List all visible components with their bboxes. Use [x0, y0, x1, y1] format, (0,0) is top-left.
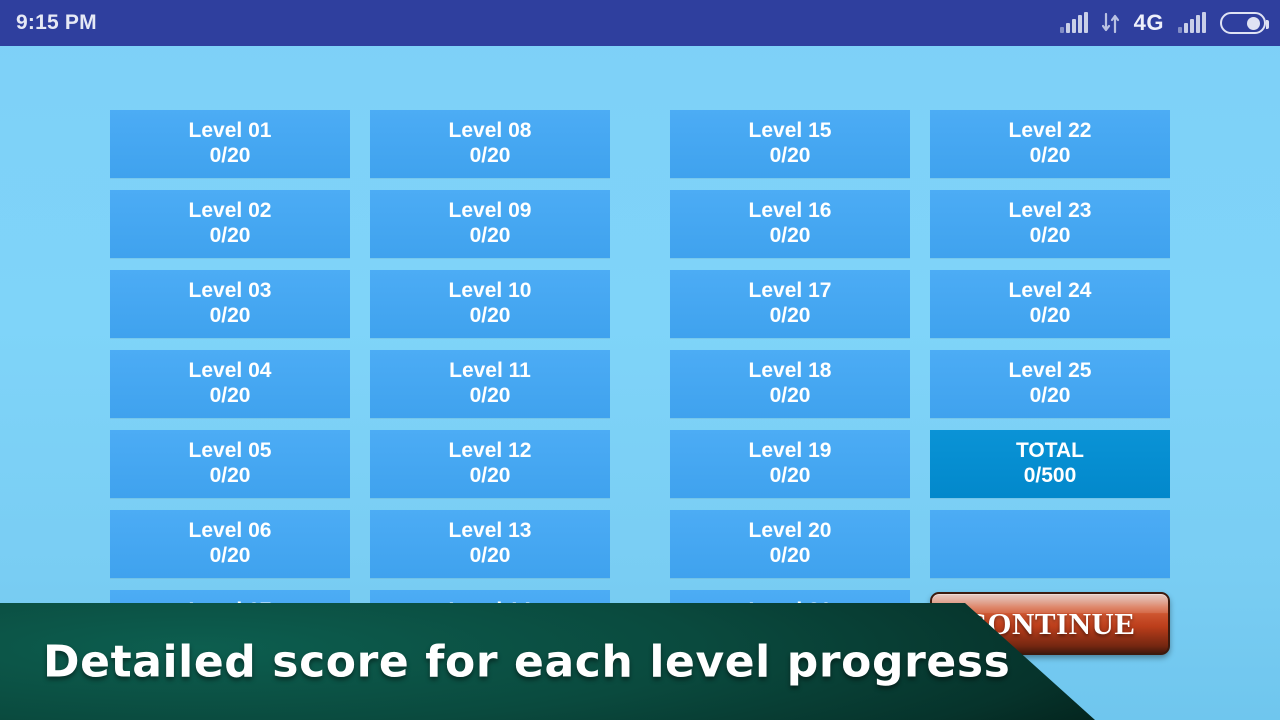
- level-tile[interactable]: Level 17 0/20: [670, 270, 910, 338]
- level-tile-score: 0/20: [469, 544, 511, 567]
- promo-banner-text: Detailed score for each level progress: [43, 636, 1011, 687]
- level-tile[interactable]: Level 02 0/20: [110, 190, 350, 258]
- level-tile-label: Level 08: [448, 119, 532, 143]
- level-tile-label: TOTAL: [1015, 439, 1085, 463]
- level-tile-label: Level 10: [448, 279, 532, 303]
- level-tile[interactable]: Level 19 0/20: [670, 430, 910, 498]
- level-tile[interactable]: Level 09 0/20: [370, 190, 610, 258]
- level-tile-score: 0/20: [469, 464, 511, 487]
- level-tile[interactable]: Level 04 0/20: [110, 350, 350, 418]
- level-tile-score: 0/20: [769, 544, 811, 567]
- status-bar-icons: 4G: [1059, 10, 1269, 36]
- level-tile[interactable]: Level 16 0/20: [670, 190, 910, 258]
- level-tile-label: Level 01: [188, 119, 272, 143]
- level-tile-score: 0/20: [209, 144, 251, 167]
- network-type-label: 4G: [1133, 10, 1164, 35]
- level-tile-label: Level 25: [1008, 359, 1092, 383]
- level-tile-score: 0/20: [769, 464, 811, 487]
- level-tile-score: 0/20: [209, 544, 251, 567]
- level-tile[interactable]: Level 03 0/20: [110, 270, 350, 338]
- level-tile[interactable]: Level 08 0/20: [370, 110, 610, 178]
- data-transfer-icon: [1101, 12, 1120, 34]
- level-tile[interactable]: Level 01 0/20: [110, 110, 350, 178]
- level-tile[interactable]: Level 15 0/20: [670, 110, 910, 178]
- level-tile-score: 0/20: [209, 384, 251, 407]
- level-tile[interactable]: Level 11 0/20: [370, 350, 610, 418]
- level-tile-score: 0/20: [469, 224, 511, 247]
- level-tile[interactable]: Level 25 0/20: [930, 350, 1170, 418]
- level-tile-label: Level 24: [1008, 279, 1092, 303]
- level-tile-label: Level 05: [188, 439, 272, 463]
- level-tile-label: Level 12: [448, 439, 532, 463]
- level-tile-score: 0/20: [1029, 144, 1071, 167]
- level-tile-score: 0/20: [469, 304, 511, 327]
- level-tile-score: 0/20: [769, 224, 811, 247]
- total-score-tile[interactable]: TOTAL 0/500: [930, 430, 1170, 498]
- level-tile[interactable]: Level 20 0/20: [670, 510, 910, 578]
- level-tile-label: Level 20: [748, 519, 832, 543]
- level-tile[interactable]: Level 05 0/20: [110, 430, 350, 498]
- level-tile-score: 0/20: [1029, 384, 1071, 407]
- level-tile-score: 0/20: [209, 304, 251, 327]
- level-tile-label: Level 19: [748, 439, 832, 463]
- level-tile-score: 0/20: [1029, 304, 1071, 327]
- signal-bars-icon: [1059, 12, 1088, 33]
- level-tile-label: Level 06: [188, 519, 272, 543]
- status-bar-clock: 9:15 PM: [16, 11, 97, 34]
- level-tile-label: Level 15: [748, 119, 832, 143]
- level-tile-label: Level 16: [748, 199, 832, 223]
- level-tile-label: Level 18: [748, 359, 832, 383]
- level-tile-score: 0/500: [1023, 464, 1077, 487]
- level-tile-score: 0/20: [469, 144, 511, 167]
- level-tile[interactable]: Level 13 0/20: [370, 510, 610, 578]
- level-tile[interactable]: Level 23 0/20: [930, 190, 1170, 258]
- level-tile-label: Level 17: [748, 279, 832, 303]
- level-tile-label: Level 13: [448, 519, 532, 543]
- level-tile-label: Level 04: [188, 359, 272, 383]
- level-tile-score: 0/20: [469, 384, 511, 407]
- level-tile-score: 0/20: [209, 464, 251, 487]
- level-tile[interactable]: Level 24 0/20: [930, 270, 1170, 338]
- level-tile-label: Level 02: [188, 199, 272, 223]
- level-tile-score: 0/20: [769, 304, 811, 327]
- signal-bars-secondary-icon: [1178, 12, 1206, 33]
- level-tile[interactable]: Level 22 0/20: [930, 110, 1170, 178]
- level-tile-label: Level 23: [1008, 199, 1092, 223]
- empty-tile: [930, 510, 1170, 578]
- level-tile-score: 0/20: [769, 384, 811, 407]
- level-tile-label: Level 11: [449, 359, 531, 383]
- level-tile[interactable]: Level 18 0/20: [670, 350, 910, 418]
- level-tile-score: 0/20: [769, 144, 811, 167]
- level-tile-label: Level 09: [448, 199, 532, 223]
- level-tile[interactable]: Level 06 0/20: [110, 510, 350, 578]
- level-tile-score: 0/20: [1029, 224, 1071, 247]
- level-tile[interactable]: Level 12 0/20: [370, 430, 610, 498]
- promo-banner: Detailed score for each level progress: [0, 603, 1095, 720]
- status-bar: 9:15 PM 4G: [0, 0, 1280, 46]
- level-tile-score: 0/20: [209, 224, 251, 247]
- battery-icon: [1220, 12, 1269, 34]
- level-tile-label: Level 22: [1008, 119, 1092, 143]
- level-tile[interactable]: Level 10 0/20: [370, 270, 610, 338]
- level-tile-label: Level 03: [188, 279, 272, 303]
